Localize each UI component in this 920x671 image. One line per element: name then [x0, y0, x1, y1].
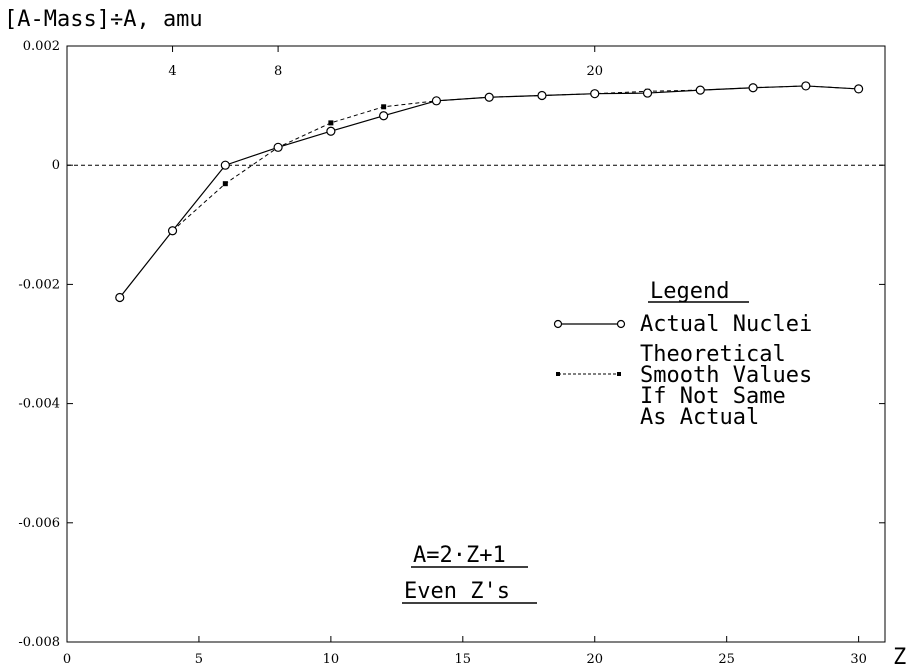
- legend-theory-swatch-left-marker: [556, 372, 560, 376]
- x-tick-label: 10: [323, 652, 340, 667]
- series-theoretical-point: [222, 181, 228, 187]
- formula-annotation: A=2·Z+1 Even Z's: [402, 543, 537, 604]
- series-actual-point: [748, 83, 758, 93]
- series-theoretical-point: [381, 104, 387, 110]
- y-tick-label: 0.002: [23, 39, 60, 54]
- legend-theory-line-4: As Actual: [640, 405, 759, 430]
- x-tick-label: 25: [718, 652, 735, 667]
- y-tick-label: -0.008: [18, 635, 60, 650]
- series-actual-point: [431, 96, 442, 106]
- series-actual-point: [854, 84, 864, 94]
- top-tick-label: 20: [586, 64, 603, 79]
- top-tick-label: 8: [274, 64, 282, 79]
- series-actual-point: [273, 142, 283, 152]
- y-tick-label: 0: [52, 158, 60, 173]
- series-actual-point: [695, 85, 705, 95]
- y-tick-label: -0.002: [18, 277, 60, 292]
- series-actual-point: [326, 126, 336, 136]
- x-tick-label: 5: [195, 652, 203, 667]
- x-axis-title: Z: [893, 645, 906, 670]
- series-theoretical-point: [328, 120, 334, 126]
- series-actual-point: [220, 160, 230, 170]
- series-actual-point: [167, 226, 178, 236]
- plot-frame: [66, 45, 886, 643]
- legend: Legend Actual Nuclei Theoretical Smooth …: [553, 279, 812, 430]
- legend-theory-swatch-right-marker: [617, 372, 621, 376]
- legend-actual-swatch-left-marker: [553, 319, 563, 329]
- ticks-layer: 0 5 10 15 20 25 30 4 8 20 0.002 0 -0.002 -0.004 -0.006…: [18, 39, 885, 667]
- x-tick-label: 20: [586, 652, 603, 667]
- x-tick-label: 0: [63, 652, 71, 667]
- series-actual-point: [484, 92, 494, 102]
- y-tick-label: -0.004: [18, 397, 60, 412]
- formula-line-1: A=2·Z+1: [413, 543, 506, 568]
- y-tick-label: -0.006: [18, 516, 60, 531]
- top-tick-label: 4: [168, 64, 176, 79]
- x-tick-label: 30: [850, 652, 867, 667]
- series-actual-point: [537, 90, 547, 101]
- formula-line-2: Even Z's: [404, 579, 510, 604]
- legend-theory-line-2: Smooth Values: [640, 363, 812, 388]
- legend-actual-swatch-right-marker: [616, 319, 626, 329]
- series-actual-point: [590, 89, 600, 99]
- series-actual-point: [379, 111, 389, 121]
- legend-title: Legend: [650, 279, 729, 304]
- series-actual-point: [115, 292, 125, 303]
- series-theoretical-line: [172, 85, 859, 232]
- series-actual-point: [642, 88, 653, 98]
- legend-theory-line-1: Theoretical: [640, 342, 786, 367]
- y-axis-title: [A-Mass]÷A, amu: [4, 7, 203, 32]
- series-actual-line: [119, 85, 859, 298]
- legend-actual-label: Actual Nuclei: [640, 312, 812, 337]
- series-actual-point: [801, 81, 811, 91]
- x-tick-label: 15: [455, 652, 472, 667]
- legend-theory-line-3: If Not Same: [640, 384, 786, 409]
- series-layer: [115, 81, 864, 303]
